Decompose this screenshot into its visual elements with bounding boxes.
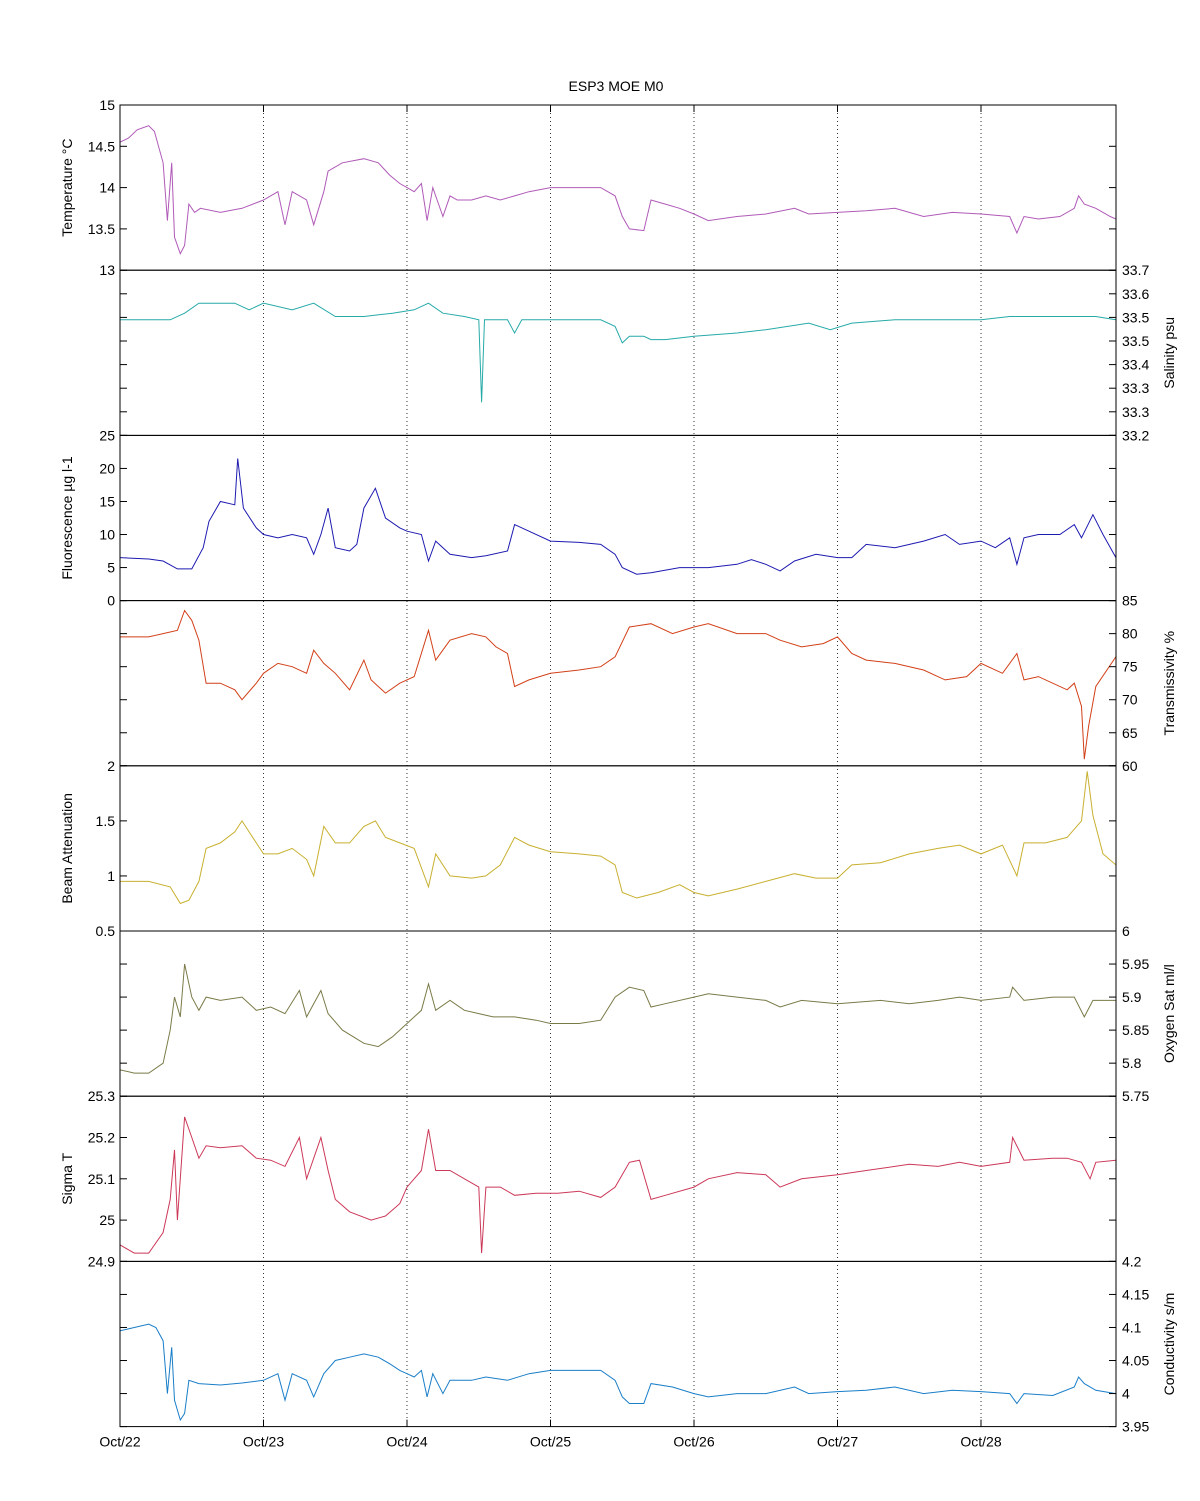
panel-frame xyxy=(119,600,1117,767)
sigma-t-series-line xyxy=(120,1116,1116,1254)
y-tick-label: 4.1 xyxy=(1122,1319,1142,1335)
x-tick-label: Oct/25 xyxy=(530,1434,571,1450)
y-tick-label: 33.4 xyxy=(1122,357,1149,373)
y-tick-label: 2 xyxy=(107,758,115,774)
y-tick-label: 0 xyxy=(107,593,115,609)
y-tick-label: 25.3 xyxy=(88,1088,115,1104)
temperature-series-line xyxy=(120,125,1116,255)
panel-frame xyxy=(119,434,1117,602)
panel-frame xyxy=(119,1095,1117,1262)
temperature-axis-label: Temperature °C xyxy=(59,138,75,236)
y-tick-label: 3.95 xyxy=(1122,1419,1149,1435)
salinity-series-line xyxy=(120,302,1116,403)
y-tick-label: 4.05 xyxy=(1122,1353,1149,1369)
y-tick-label: 1 xyxy=(107,868,115,884)
panel-sigma-t: 24.9 25 25.1 25.2 25.3 Sigma T xyxy=(59,1088,1117,1269)
y-tick-label: 20 xyxy=(99,460,115,476)
fluorescence-axis-label: Fluorescence µg l-1 xyxy=(59,456,75,579)
beam-attenuation-axis-label: Beam Attenuation xyxy=(59,793,75,904)
panel-fluorescence: 0 5 10 15 20 25 Fluorescence µg l-1 xyxy=(59,427,1117,609)
chart-title: ESP3 MOE M0 xyxy=(568,78,664,94)
y-tick-label: 25.2 xyxy=(88,1130,115,1146)
y-tick-label: 4.2 xyxy=(1122,1253,1142,1269)
panel-transmissivity: 60 65 70 75 80 85 Transmissivity % xyxy=(119,593,1177,774)
y-tick-label: 33.5 xyxy=(1122,309,1149,325)
panel-oxygen-sat: 5.75 5.8 5.85 5.9 5.95 6 Oxygen Sat ml/l xyxy=(119,923,1177,1104)
y-tick-label: 33.2 xyxy=(1122,427,1149,443)
y-tick-label: 75 xyxy=(1122,659,1138,675)
x-tick-label: Oct/26 xyxy=(673,1434,714,1450)
x-tick-label: Oct/23 xyxy=(243,1434,284,1450)
y-tick-label: 13.5 xyxy=(88,221,115,237)
y-tick-label: 33.7 xyxy=(1122,262,1149,278)
y-tick-label: 33.6 xyxy=(1122,286,1149,302)
x-tick-label: Oct/28 xyxy=(960,1434,1001,1450)
panel-salinity: 33.2 33.3 33.3 33.4 33.5 33.5 33.6 33.7 Salinity… xyxy=(119,262,1177,443)
y-tick-label: 15 xyxy=(99,97,115,113)
y-tick-label: 5.95 xyxy=(1122,956,1149,972)
y-tick-label: 60 xyxy=(1122,758,1138,774)
y-tick-label: 65 xyxy=(1122,725,1138,741)
y-tick-label: 5.75 xyxy=(1122,1088,1149,1104)
y-tick-label: 14 xyxy=(99,180,115,196)
panel-temperature: 13 13.5 14 14.5 15 Temperature °C xyxy=(59,97,1117,278)
y-tick-label: 25 xyxy=(99,1212,115,1228)
salinity-axis-label: Salinity psu xyxy=(1161,317,1177,389)
x-tick-label: Oct/22 xyxy=(99,1434,140,1450)
y-tick-label: 5.8 xyxy=(1122,1055,1142,1071)
panel-conductivity: 3.95 4 4.05 4.1 4.15 4.2 Conductivity s/m xyxy=(119,1253,1177,1435)
conductivity-axis-label: Conductivity s/m xyxy=(1161,1293,1177,1396)
fluorescence-series-line xyxy=(120,458,1116,575)
y-tick-label: 80 xyxy=(1122,626,1138,642)
y-tick-label: 4 xyxy=(1122,1386,1130,1402)
y-tick-label: 5.85 xyxy=(1122,1022,1149,1038)
y-tick-label: 15 xyxy=(99,493,115,509)
y-tick-label: 6 xyxy=(1122,923,1130,939)
y-tick-label: 24.9 xyxy=(88,1253,115,1269)
transmissivity-axis-label: Transmissivity % xyxy=(1161,631,1177,736)
panel-frame xyxy=(119,104,1117,271)
y-tick-label: 14.5 xyxy=(88,138,115,154)
y-tick-label: 25 xyxy=(99,427,115,443)
y-tick-label: 33.3 xyxy=(1122,380,1149,396)
y-tick-label: 5 xyxy=(107,560,115,576)
sigma-t-axis-label: Sigma T xyxy=(59,1152,75,1204)
panel-frame xyxy=(119,930,1117,1097)
oxygen-sat-series-line xyxy=(120,963,1116,1074)
y-tick-label: 85 xyxy=(1122,593,1138,609)
y-tick-label: 4.15 xyxy=(1122,1286,1149,1302)
x-tick-label: Oct/24 xyxy=(386,1434,427,1450)
y-tick-label: 10 xyxy=(99,527,115,543)
y-tick-label: 5.9 xyxy=(1122,989,1142,1005)
transmissivity-series-line xyxy=(120,609,1116,760)
panel-frame xyxy=(119,1260,1117,1428)
panel-frame xyxy=(119,269,1117,436)
y-tick-label: 1.5 xyxy=(96,813,116,829)
x-tick-label: Oct/27 xyxy=(817,1434,858,1450)
oxygen-sat-axis-label: Oxygen Sat ml/l xyxy=(1161,964,1177,1063)
beam-attenuation-series-line xyxy=(120,771,1116,905)
y-tick-label: 25.1 xyxy=(88,1171,115,1187)
y-tick-label: 0.5 xyxy=(96,923,116,939)
y-tick-label: 70 xyxy=(1122,692,1138,708)
conductivity-series-line xyxy=(120,1323,1116,1422)
y-tick-label: 33.3 xyxy=(1122,404,1149,420)
panel-beam-attenuation: 0.5 1 1.5 2 Beam Attenuation xyxy=(59,758,1117,939)
y-tick-label: 33.5 xyxy=(1122,333,1149,349)
y-tick-label: 13 xyxy=(99,262,115,278)
